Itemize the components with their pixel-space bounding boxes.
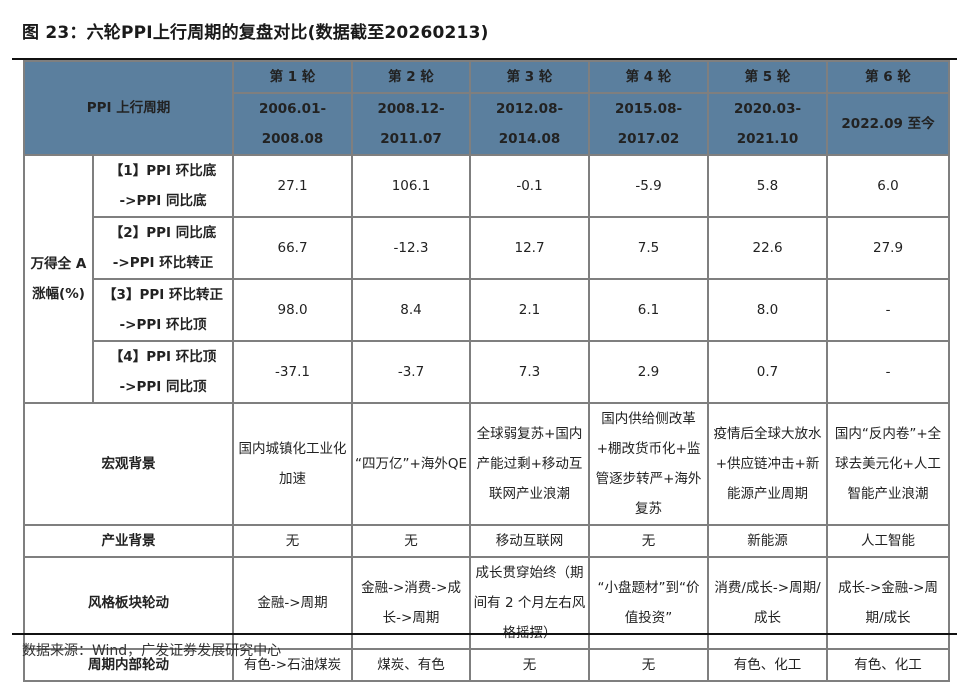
stage-label-line1: 【1】PPI 环比底 [109, 163, 217, 179]
macro-cell: 疫情后全球大放水+供应链冲击+新能源产业周期 [707, 402, 829, 526]
industry-cell: 无 [588, 524, 710, 558]
period-header: 2008.12-2011.07 [351, 92, 472, 156]
value-cell: 98.0 [232, 278, 354, 342]
table-row: 【2】PPI 同比底 ->PPI 环比转正 66.7 -12.3 12.7 7.… [24, 216, 951, 280]
value-cell: 27.9 [826, 216, 951, 280]
industry-cell: 无 [232, 524, 354, 558]
header-row-rounds: PPI 上行周期 第 1 轮 第 2 轮 第 3 轮 第 4 轮 第 5 轮 第… [22, 60, 951, 156]
industry-cell: 新能源 [707, 524, 829, 558]
macro-cell: 国内“反内卷”+全球去美元化+人工智能产业浪潮 [826, 402, 951, 526]
industry-cell: 人工智能 [826, 524, 951, 558]
stage-label-line1: 【3】PPI 环比转正 [103, 287, 223, 303]
value-cell: 7.3 [469, 340, 591, 404]
value-cell: 22.6 [707, 216, 829, 280]
value-cell: 12.7 [469, 216, 591, 280]
top-rule-divider [12, 58, 957, 60]
value-cell: 0.7 [707, 340, 829, 404]
style-cell: 成长贯穿始终（期间有 2 个月左右风格摇摆） [469, 556, 591, 650]
macro-cell: 国内供给侧改革+棚改货币化+监管逐步转严+海外复苏 [588, 402, 710, 526]
round-header: 第 6 轮 [826, 60, 951, 94]
table-row-macro: 宏观背景 国内城镇化工业化加速 “四万亿”+海外QE 全球弱复苏+国内产能过剩+… [22, 402, 951, 526]
round-header: 第 3 轮 [469, 60, 591, 94]
value-cell: -3.7 [351, 340, 472, 404]
cycle-cell: 有色、化工 [707, 648, 829, 682]
round-header: 第 1 轮 [232, 60, 354, 94]
data-source-note: 数据来源：Wind，广发证券发展研究中心 [22, 643, 282, 659]
round-header: 第 4 轮 [588, 60, 710, 94]
macro-cell: “四万亿”+海外QE [351, 402, 472, 526]
value-cell: 8.0 [707, 278, 829, 342]
value-cell: 2.1 [469, 278, 591, 342]
period-header: 2006.01-2008.08 [232, 92, 354, 156]
style-cell: “小盘题材”到“价值投资” [588, 556, 710, 650]
stage-label: 【1】PPI 环比底 ->PPI 同比底 [91, 154, 235, 218]
macro-label: 宏观背景 [22, 402, 235, 526]
macro-cell: 全球弱复苏+国内产能过剩+移动互联网产业浪潮 [469, 402, 591, 526]
style-rotation-label: 风格板块轮动 [22, 556, 235, 650]
value-cell: 6.0 [826, 154, 951, 218]
period-header: 2020.03-2021.10 [707, 92, 829, 156]
style-cell: 成长->金融->周期/成长 [826, 556, 951, 650]
period-header: 2022.09 至今 [826, 92, 951, 156]
value-cell: 8.4 [351, 278, 472, 342]
table-row-industry: 产业背景 无 无 移动互联网 无 新能源 人工智能 [22, 524, 951, 558]
returns-label-line1: 万得全 A [30, 256, 87, 272]
stage-label-line1: 【4】PPI 环比顶 [109, 349, 217, 365]
ppi-cycle-comparison-table: PPI 上行周期 第 1 轮 第 2 轮 第 3 轮 第 4 轮 第 5 轮 第… [22, 60, 951, 682]
style-cell: 金融->消费->成长->周期 [351, 556, 472, 650]
industry-cell: 移动互联网 [469, 524, 591, 558]
bottom-rule-divider [12, 633, 957, 635]
value-cell: 2.9 [588, 340, 710, 404]
header-row-periods: 2006.01-2008.08 2008.12-2011.07 2012.08-… [24, 92, 951, 156]
macro-cell: 国内城镇化工业化加速 [232, 402, 354, 526]
stage-label-line2: ->PPI 同比顶 [119, 379, 207, 395]
style-cell: 金融->周期 [232, 556, 354, 650]
corner-header: PPI 上行周期 [22, 60, 235, 156]
value-cell: -0.1 [469, 154, 591, 218]
value-cell: 27.1 [232, 154, 354, 218]
round-header: 第 2 轮 [351, 60, 472, 94]
stage-label-line2: ->PPI 环比转正 [112, 255, 214, 271]
returns-group-label: 万得全 A 涨幅(%) [23, 154, 94, 404]
cycle-cell: 无 [588, 648, 710, 682]
figure-title: 图 23：六轮PPI上行周期的复盘对比(数据截至20260213) [22, 23, 489, 43]
cycle-cell: 无 [469, 648, 591, 682]
cycle-cell: 煤炭、有色 [351, 648, 472, 682]
stage-label: 【2】PPI 同比底 ->PPI 环比转正 [91, 216, 235, 280]
value-cell: -12.3 [351, 216, 472, 280]
table-row: 【4】PPI 环比顶 ->PPI 同比顶 -37.1 -3.7 7.3 2.9 … [24, 340, 951, 404]
period-header: 2012.08-2014.08 [469, 92, 591, 156]
value-cell: -5.9 [588, 154, 710, 218]
stage-label: 【3】PPI 环比转正 ->PPI 环比顶 [91, 278, 235, 342]
cycle-cell: 有色、化工 [826, 648, 951, 682]
period-header: 2015.08-2017.02 [588, 92, 710, 156]
table-row: 万得全 A 涨幅(%) 【1】PPI 环比底 ->PPI 同比底 27.1 10… [23, 154, 951, 404]
value-cell: 6.1 [588, 278, 710, 342]
stage-label-line1: 【2】PPI 同比底 [109, 225, 217, 241]
style-cell: 消费/成长->周期/成长 [707, 556, 829, 650]
round-header: 第 5 轮 [707, 60, 829, 94]
stage-label-line2: ->PPI 环比顶 [119, 317, 207, 333]
value-cell: -37.1 [232, 340, 354, 404]
value-cell: - [826, 278, 951, 342]
value-cell: - [826, 340, 951, 404]
industry-cell: 无 [351, 524, 472, 558]
table-row-style: 风格板块轮动 金融->周期 金融->消费->成长->周期 成长贯穿始终（期间有 … [22, 556, 951, 650]
table-row: 【3】PPI 环比转正 ->PPI 环比顶 98.0 8.4 2.1 6.1 8… [24, 278, 951, 342]
value-cell: 7.5 [588, 216, 710, 280]
industry-label: 产业背景 [22, 524, 235, 558]
value-cell: 106.1 [351, 154, 472, 218]
value-cell: 66.7 [232, 216, 354, 280]
returns-label-line2: 涨幅(%) [32, 286, 85, 302]
value-cell: 5.8 [707, 154, 829, 218]
stage-label-line2: ->PPI 同比底 [119, 193, 207, 209]
stage-label: 【4】PPI 环比顶 ->PPI 同比顶 [91, 340, 235, 404]
